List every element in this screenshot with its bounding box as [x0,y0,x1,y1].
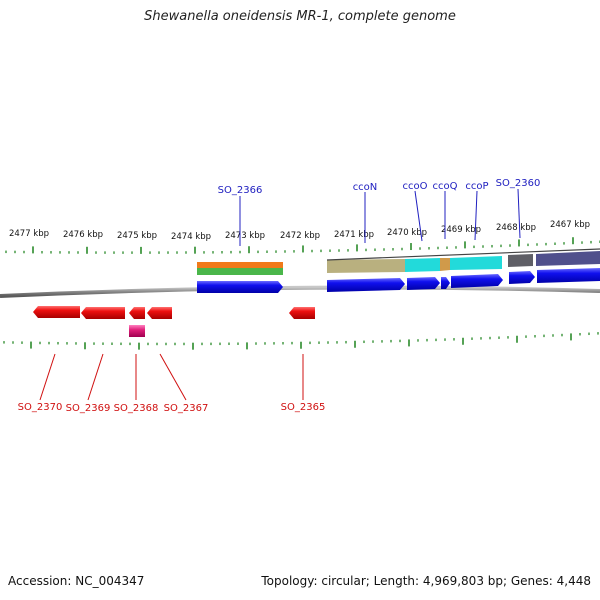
gene-label-so2366[interactable]: SO_2366 [218,185,263,196]
leader-line [517,188,521,239]
gene-so2360[interactable] [509,271,535,284]
leader-line [87,353,104,401]
purple-feature[interactable] [536,251,600,266]
gene-label-so2369[interactable]: SO_2369 [66,403,111,414]
scale-label: 2476 kbp [63,230,103,240]
scale-label: 2471 kbp [334,230,374,240]
cyan-feature[interactable] [450,256,502,270]
bottom-tick-row [3,332,599,350]
leader-line [39,353,56,401]
gene-so2368a[interactable] [129,307,145,319]
gene-so2368[interactable] [129,325,145,337]
gene-ccoo[interactable] [407,277,440,290]
feature-tracks-upper [197,248,600,275]
gene-so2370[interactable] [33,306,80,318]
scale-label: 2472 kbp [280,231,320,241]
gray-feature[interactable] [508,254,533,267]
gene-label-so2367[interactable]: SO_2367 [164,403,209,414]
khaki-feature[interactable] [327,259,405,273]
scale-label: 2469 kbp [441,225,481,235]
gene-so2366[interactable] [197,281,283,293]
genome-backbone [0,285,600,298]
top-tick-row [5,237,600,254]
scale-label: 2475 kbp [117,231,157,241]
scale-label: 2473 kbp [225,231,265,241]
cyan-feature[interactable] [405,258,440,272]
leader-line [474,190,478,241]
gene-so2369[interactable] [81,307,125,319]
green-feature[interactable] [197,268,283,275]
tan-feature[interactable] [440,258,450,271]
leader-line [414,190,423,242]
gene-so2359[interactable] [537,268,600,283]
gene-label-so2370[interactable]: SO_2370 [18,402,63,413]
reverse-genes [33,306,315,337]
gene-label-so2360[interactable]: SO_2360 [496,178,541,189]
gene-so2367[interactable] [147,307,172,319]
scale-label: 2467 kbp [550,220,590,230]
orange-feature[interactable] [197,262,283,268]
gene-label-ccop[interactable]: ccoP [465,181,488,192]
scale-label: 2470 kbp [387,228,427,238]
feature-border [326,248,600,261]
gene-label-ccon[interactable]: ccoN [353,182,378,193]
gene-ccoq[interactable] [441,277,450,289]
leader-lines [39,188,521,401]
gene-ccop[interactable] [451,274,503,288]
leader-line [159,353,187,401]
gene-label-ccoo[interactable]: ccoO [403,181,428,192]
scale-label: 2468 kbp [496,223,536,233]
bottom-gene-labels: SO_2370 SO_2369 SO_2368 SO_2367 SO_2365 [18,402,326,414]
scale-label: 2474 kbp [171,232,211,242]
gene-label-ccoq[interactable]: ccoQ [433,181,458,192]
page-title: Shewanella oneidensis MR-1, complete gen… [144,9,456,24]
gene-label-so2365[interactable]: SO_2365 [281,402,326,413]
forward-genes [197,268,600,293]
accession-text: Accession: NC_004347 [8,574,145,588]
gene-so2365[interactable] [289,307,315,319]
gene-label-so2368[interactable]: SO_2368 [114,403,159,414]
top-gene-labels: SO_2366 ccoN ccoO ccoQ ccoP SO_2360 [218,178,541,196]
scale-label: 2477 kbp [9,229,49,239]
genome-stats-text: Topology: circular; Length: 4,969,803 bp… [261,574,591,588]
scale-labels: 2477 kbp 2476 kbp 2475 kbp 2474 kbp 2473… [9,220,590,242]
gene-ccon[interactable] [327,278,405,292]
